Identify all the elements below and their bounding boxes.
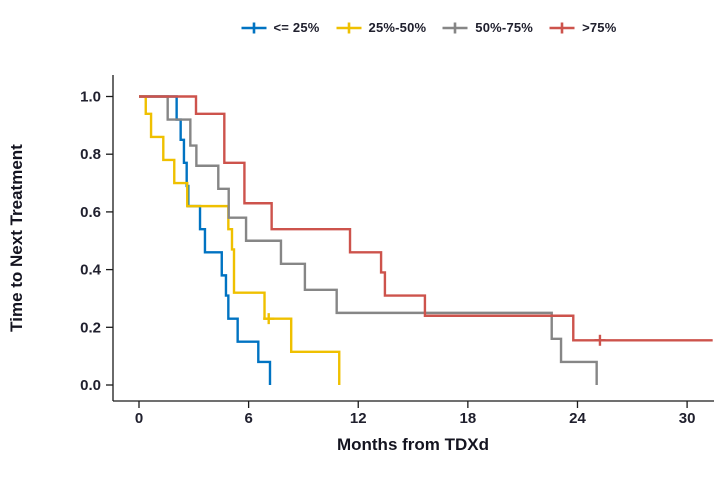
censor-mark-gt75 bbox=[594, 334, 606, 346]
y-axis-title: Time to Next Treatment bbox=[7, 144, 26, 332]
y-tick-label: 0.8 bbox=[80, 146, 101, 163]
legend-km-marker-icon bbox=[549, 22, 575, 33]
legend-item-q50_75: 50%-75% bbox=[442, 20, 533, 35]
x-tick-label: 6 bbox=[244, 410, 252, 427]
x-tick-label: 12 bbox=[350, 410, 367, 427]
axes-layer: 0 6 12 18 24 30 0.0 0.2 0.4 0.6 0.8 1.0 bbox=[80, 75, 714, 427]
y-tick-label: 0.4 bbox=[80, 262, 102, 279]
x-tick-label: 30 bbox=[679, 410, 696, 427]
y-tick-label: 1.0 bbox=[80, 89, 101, 106]
legend-item-gt75: >75% bbox=[549, 20, 616, 35]
x-tick-label: 0 bbox=[135, 410, 143, 427]
legend-item-label: 25%-50% bbox=[368, 20, 427, 35]
legend-km-marker-icon bbox=[442, 22, 468, 33]
km-curve-gt75 bbox=[139, 95, 713, 342]
y-tick-label: 0.0 bbox=[80, 377, 101, 394]
x-tick-label: 24 bbox=[569, 410, 586, 427]
y-tick-label: 0.2 bbox=[80, 319, 101, 336]
legend-item-label: >75% bbox=[582, 20, 617, 35]
y-tick-label: 0.6 bbox=[80, 204, 101, 221]
x-tick-label: 18 bbox=[460, 410, 477, 427]
km-curve-q50_75 bbox=[139, 95, 598, 385]
legend-item-label: 50%-75% bbox=[475, 20, 534, 35]
legend: <= 25% 25%-50% 50%-75% >75% bbox=[241, 20, 617, 35]
legend-km-marker-icon bbox=[336, 22, 362, 33]
x-axis-title: Months from TDXd bbox=[337, 435, 489, 454]
legend-item-label: <= 25% bbox=[273, 20, 320, 35]
legend-item-q25_50: 25%-50% bbox=[336, 20, 427, 35]
censor-mark-q25_50 bbox=[263, 313, 275, 325]
km-curve-le25 bbox=[139, 95, 272, 385]
curves-layer bbox=[139, 95, 713, 385]
legend-km-marker-icon bbox=[241, 22, 266, 33]
legend-item-le25: <= 25% bbox=[241, 20, 320, 35]
